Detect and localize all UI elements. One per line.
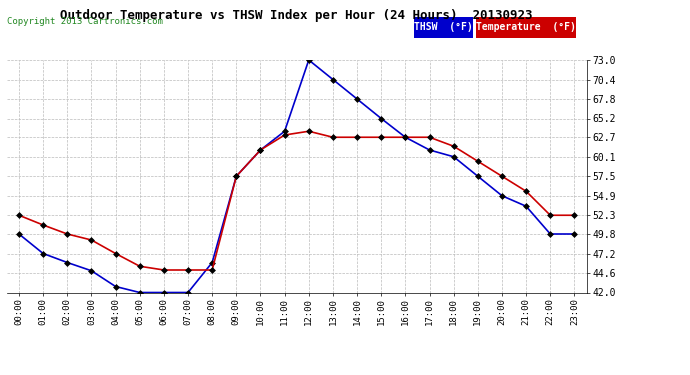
Text: Copyright 2013 Cartronics.com: Copyright 2013 Cartronics.com: [7, 17, 163, 26]
Text: Outdoor Temperature vs THSW Index per Hour (24 Hours)  20130923: Outdoor Temperature vs THSW Index per Ho…: [61, 9, 533, 22]
Text: THSW  (°F): THSW (°F): [414, 22, 473, 32]
Text: Temperature  (°F): Temperature (°F): [476, 22, 576, 32]
